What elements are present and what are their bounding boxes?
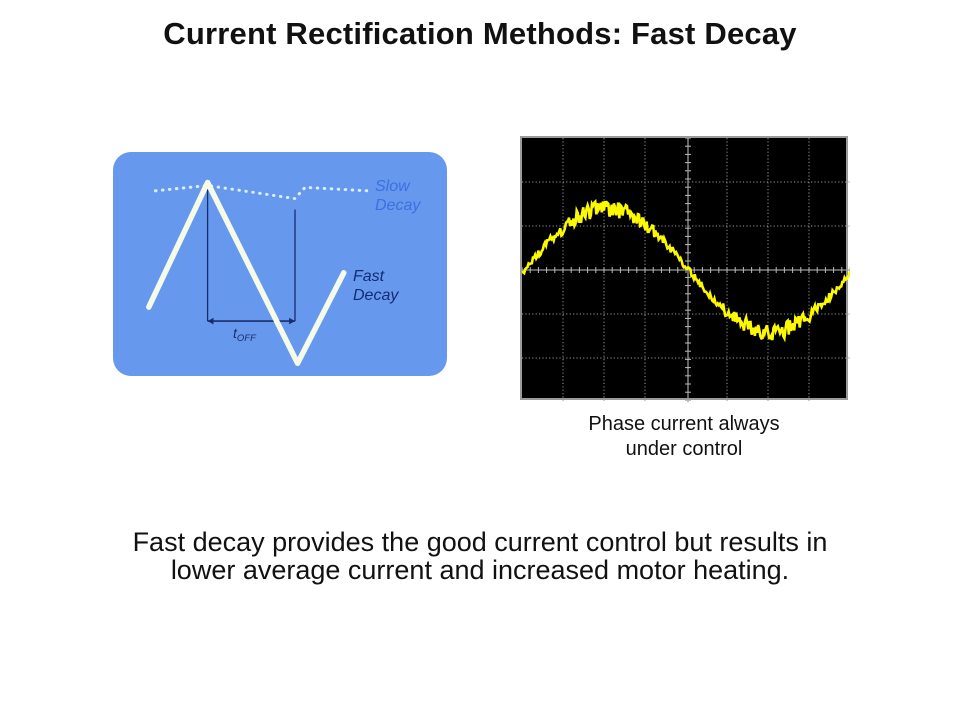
svg-text:Decay: Decay bbox=[375, 197, 421, 214]
svg-text:tOFF: tOFF bbox=[233, 325, 257, 344]
svg-text:Slow: Slow bbox=[375, 178, 411, 195]
svg-text:Fast: Fast bbox=[353, 268, 385, 285]
svg-text:Decay: Decay bbox=[353, 287, 399, 304]
